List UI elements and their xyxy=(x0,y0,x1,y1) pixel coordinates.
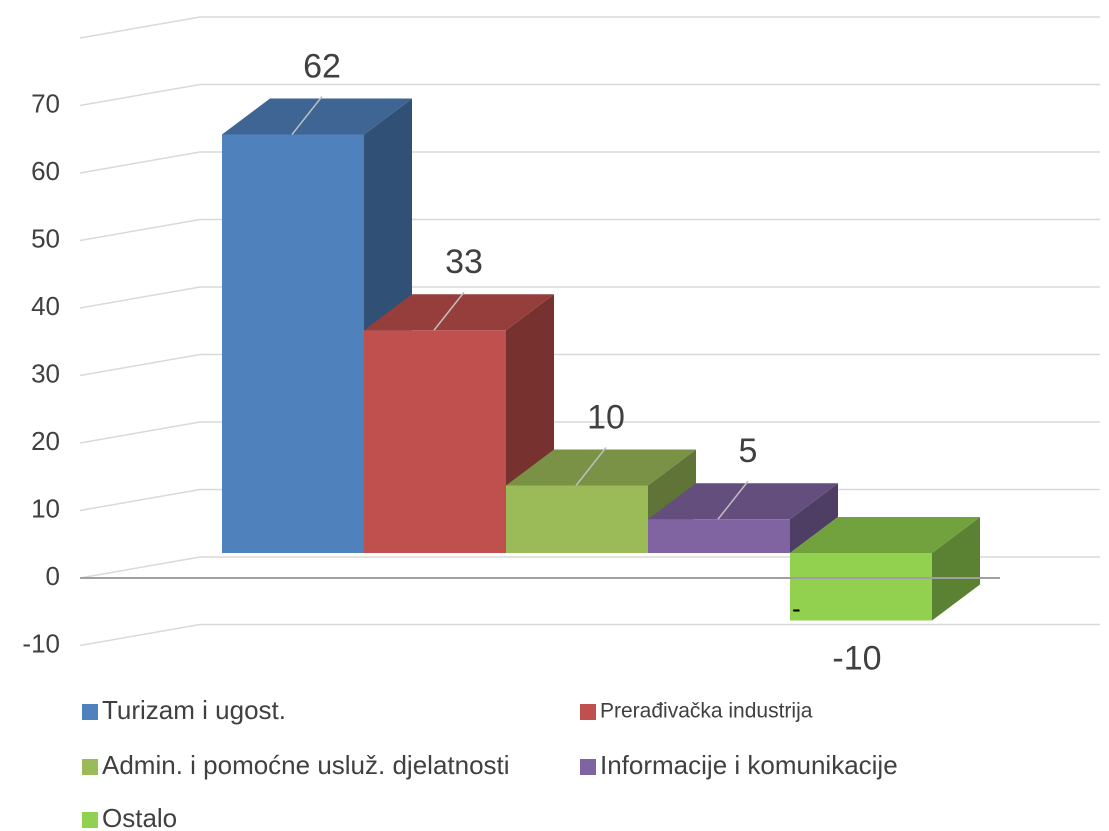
leader-line xyxy=(433,291,465,331)
legend-label: Ostalo xyxy=(102,803,177,831)
data-label: -10 xyxy=(832,639,881,677)
bar-side xyxy=(932,517,980,621)
legend-swatch xyxy=(82,812,98,828)
grid-line xyxy=(79,421,1100,444)
y-tick-label: 20 xyxy=(31,426,60,456)
data-label: 10 xyxy=(587,398,625,436)
annotation: - xyxy=(792,593,801,623)
legend-label: Admin. i pomoćne usluž. djelatnosti xyxy=(102,750,510,780)
leader-line xyxy=(575,447,607,486)
leader-line xyxy=(717,480,749,520)
y-tick-label: 50 xyxy=(31,223,60,253)
y-tick-label: 60 xyxy=(31,156,60,186)
y-tick-label: 10 xyxy=(31,493,60,523)
y-tick-label: 30 xyxy=(31,358,60,388)
bar-top xyxy=(222,98,412,135)
legend-label: Turizam i ugost. xyxy=(102,695,286,725)
legend-label: Prerađivačka industrija xyxy=(600,700,813,723)
legend-swatch xyxy=(580,759,596,775)
grid-line xyxy=(79,353,1100,377)
grid-line xyxy=(79,16,1100,39)
leader-line xyxy=(291,96,323,135)
y-tick-label: 0 xyxy=(46,561,60,591)
bar xyxy=(648,519,790,553)
bar xyxy=(222,134,364,553)
grid-line xyxy=(79,623,1100,647)
bar xyxy=(506,485,648,553)
grid-line xyxy=(79,218,1100,242)
data-label: 33 xyxy=(445,243,483,281)
legend-swatch xyxy=(580,704,596,720)
bar-side xyxy=(790,483,838,553)
bar-top xyxy=(648,483,838,520)
grid-line xyxy=(79,151,1100,174)
y-tick-label: -10 xyxy=(22,628,60,658)
bar xyxy=(364,330,506,553)
y-tick-label: 70 xyxy=(31,88,60,118)
data-label: 62 xyxy=(303,47,341,85)
bar xyxy=(790,553,932,621)
grid-line xyxy=(79,83,1100,107)
y-tick-label: 40 xyxy=(31,291,60,321)
bar-top xyxy=(364,294,554,331)
legend-swatch xyxy=(82,759,98,775)
bar-top xyxy=(506,449,696,486)
bar-top xyxy=(790,517,980,553)
grid-line xyxy=(79,286,1100,309)
legend-label: Informacije i komunikacije xyxy=(600,750,898,780)
legend-swatch xyxy=(82,704,98,720)
data-label: 5 xyxy=(739,432,758,470)
